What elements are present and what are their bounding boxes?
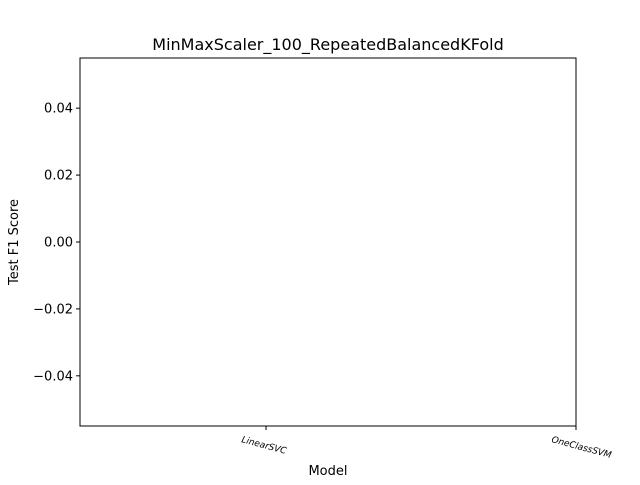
y-tick-label: 0.00 bbox=[44, 236, 73, 251]
y-tick-label: −0.04 bbox=[33, 369, 73, 384]
x-axis-label: Model bbox=[308, 464, 347, 479]
y-tick-label: −0.02 bbox=[33, 302, 73, 317]
y-tick-label: 0.04 bbox=[44, 102, 73, 117]
y-tick-label: 0.02 bbox=[44, 169, 73, 184]
y-axis: 0.04 0.02 0.00 −0.02 −0.04 bbox=[33, 102, 80, 384]
plot-frame bbox=[79, 57, 577, 427]
chart-title: MinMaxScaler_100_RepeatedBalancedKFold bbox=[152, 35, 503, 55]
y-axis-label: Test F1 Score bbox=[7, 199, 22, 286]
